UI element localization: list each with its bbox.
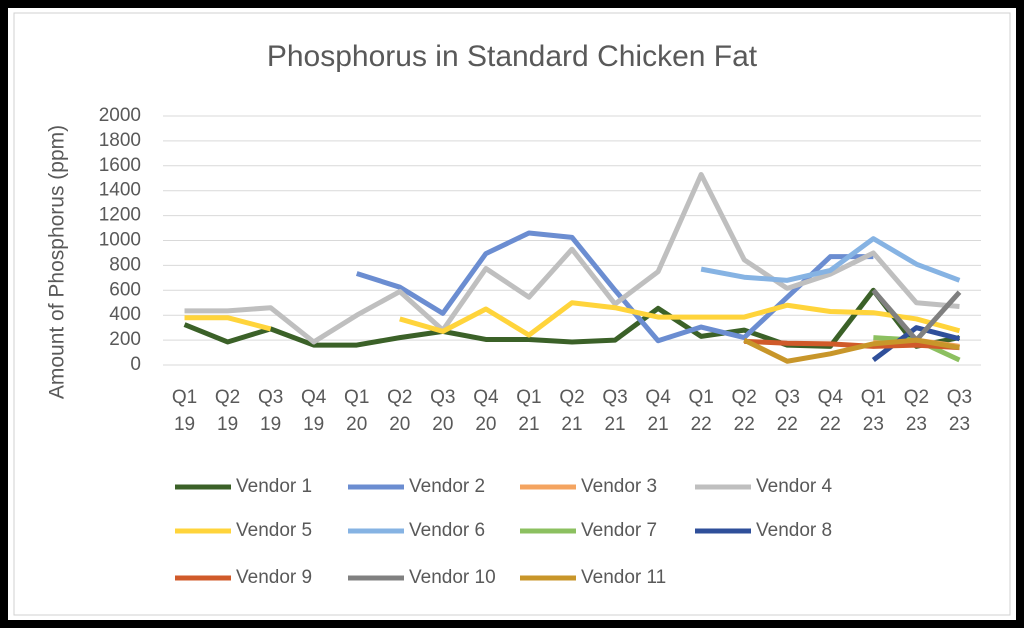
x-tick-label: Q4 19: [301, 387, 327, 435]
x-tick-label: Q4 21: [645, 387, 671, 435]
x-tick-label: Q4 20: [473, 387, 499, 435]
series-line: [355, 230, 874, 344]
x-tick-label: Q4 22: [818, 387, 844, 435]
x-tick-label: Q1 22: [688, 387, 713, 435]
series-line: [744, 338, 960, 351]
y-tick-label: 2000: [99, 105, 141, 126]
x-tick-label: Q2 22: [732, 387, 757, 435]
series-line: [871, 325, 961, 363]
x-tick-label: Q2 20: [387, 387, 412, 435]
x-tick-label: Q3 22: [775, 387, 800, 435]
y-tick-label: 200: [109, 329, 141, 350]
legend-label: Vendor 1: [236, 476, 312, 497]
legend-label: Vendor 5: [236, 520, 312, 541]
legend-label: Vendor 11: [581, 567, 666, 588]
x-tick-label: Q2 19: [215, 387, 240, 435]
x-tick-label: Q1 21: [516, 387, 541, 435]
y-tick-label: 1600: [99, 155, 141, 176]
x-tick-label: Q1 23: [861, 387, 886, 435]
legend-label: Vendor 2: [409, 476, 485, 497]
x-tick-label: Q3 21: [602, 387, 627, 435]
chart-title: Phosphorus in Standard Chicken Fat: [267, 40, 758, 73]
x-tick-label: Q3 20: [430, 387, 455, 435]
legend-label: Vendor 3: [581, 476, 657, 497]
y-tick-label: 600: [109, 279, 141, 300]
legend-label: Vendor 9: [236, 567, 312, 588]
x-tick-label: Q1 20: [344, 387, 369, 435]
y-tick-label: 0: [130, 354, 141, 375]
series-line: [184, 300, 961, 338]
y-tick-label: 1800: [99, 130, 141, 151]
y-tick-label: 1400: [99, 180, 141, 201]
legend-label: Vendor 8: [756, 520, 832, 541]
y-tick-label: 400: [109, 304, 141, 325]
y-tick-label: 800: [109, 254, 141, 275]
legend-label: Vendor 6: [409, 520, 485, 541]
x-tick-label: Q2 21: [559, 387, 584, 435]
y-tick-label: 1200: [99, 205, 141, 226]
series-line: [700, 236, 961, 283]
legend-label: Vendor 4: [756, 476, 832, 497]
legend-label: Vendor 7: [581, 520, 657, 541]
series-line: [743, 337, 960, 364]
x-tick-label: Q1 19: [172, 387, 197, 435]
x-tick-label: Q3 19: [258, 387, 283, 435]
x-tick-label: Q3 23: [947, 387, 972, 435]
y-tick-label: 1000: [99, 230, 141, 251]
series-line: [184, 172, 960, 345]
legend-label: Vendor 10: [409, 567, 496, 588]
x-tick-label: Q2 23: [904, 387, 929, 435]
y-axis-label: Amount of Phosphorus (ppm): [46, 125, 69, 399]
